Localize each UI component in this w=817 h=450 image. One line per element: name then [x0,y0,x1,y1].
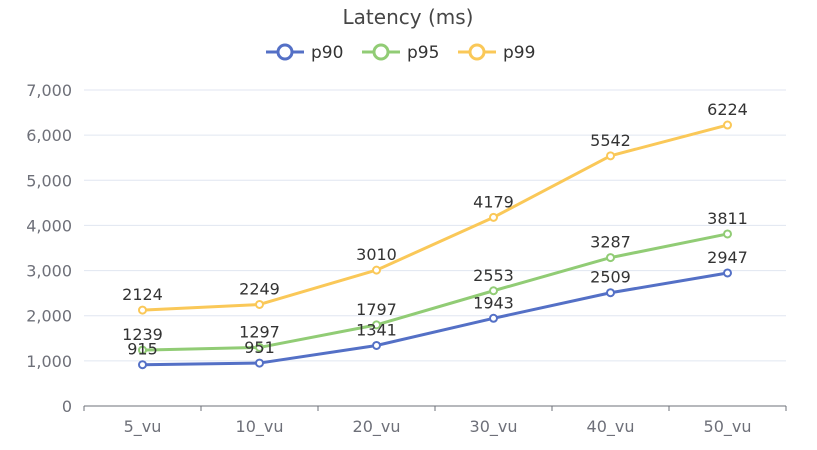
x-tick-label: 50_vu [704,417,752,437]
y-tick-label: 0 [62,397,72,416]
legend-label: p90 [311,43,343,63]
data-point-p99 [723,120,732,130]
data-labels: 915 951 1341 1943 2509 2947 1239 1297 1797 2553 32… [122,100,748,359]
data-label-p90: 1341 [356,320,397,339]
data-label-p95: 1297 [239,322,280,341]
chart-title: Latency (ms) [343,5,474,29]
legend-marker [468,43,486,61]
data-point-p99 [138,305,147,315]
series-line-p95 [142,232,728,352]
legend: p90 p95 p99 [266,43,535,63]
legend-item-p90: p90 [266,43,343,63]
data-label-p99: 3010 [356,245,397,264]
data-label-p95: 2553 [473,266,514,285]
y-tick-label: 6,000 [26,126,72,145]
legend-label: p99 [503,43,535,63]
data-label-p99: 2249 [239,279,280,298]
data-point-p90 [255,358,264,368]
data-point-p99 [255,299,264,309]
data-point-p95 [723,229,732,239]
data-point-p95 [138,345,147,355]
x-tick-label: 10_vu [236,417,284,437]
y-tick-label: 5,000 [26,171,72,190]
x-tick-label: 40_vu [587,417,635,437]
data-label-p95: 3287 [590,233,631,252]
data-label-p99: 4179 [473,192,514,211]
series-line-p90 [142,271,728,367]
legend-marker [276,43,294,61]
data-label-p95: 3811 [707,209,748,228]
data-label-p95: 1239 [122,325,163,344]
data-label-p90: 2947 [707,248,748,267]
grid-lines [84,89,786,362]
series-line-p99 [142,123,728,312]
data-label-p90: 2509 [590,268,631,287]
y-tick-label: 7,000 [26,81,72,100]
data-point-p99 [372,265,381,275]
legend-item-p99: p99 [458,43,535,63]
y-tick-label: 1,000 [26,352,72,371]
x-tick-label: 20_vu [353,417,401,437]
legend-item-p95: p95 [362,43,439,63]
data-point-p99 [606,151,615,161]
x-axis: 5_vu 10_vu 20_vu 30_vu 40_vu 50_vu [83,405,787,437]
data-point-p90 [489,313,498,323]
data-point-p99 [489,212,498,222]
data-label-p90: 1943 [473,293,514,312]
data-point-p95 [372,320,381,330]
data-point-p95 [255,342,264,352]
data-point-p95 [606,253,615,263]
data-label-p99: 5542 [590,131,631,150]
x-tick-label: 5_vu [124,417,162,437]
y-tick-label: 4,000 [26,216,72,235]
data-point-p90 [723,268,732,278]
legend-marker [372,43,390,61]
data-label-p99: 2124 [122,285,163,304]
legend-label: p95 [407,43,439,63]
series-layer [138,120,732,370]
y-tick-label: 2,000 [26,307,72,326]
data-point-p90 [138,360,147,370]
data-label-p90: 915 [127,340,158,359]
data-point-p95 [489,286,498,296]
data-point-p90 [606,288,615,298]
y-axis-ticks: 0 1,000 2,000 3,000 4,000 5,000 6,000 7,000 [26,81,72,416]
data-label-p95: 1797 [356,300,397,319]
x-tick-label: 30_vu [470,417,518,437]
data-label-p99: 6224 [707,100,748,119]
data-point-p90 [372,340,381,350]
data-label-p90: 951 [244,338,275,357]
y-tick-label: 3,000 [26,262,72,281]
